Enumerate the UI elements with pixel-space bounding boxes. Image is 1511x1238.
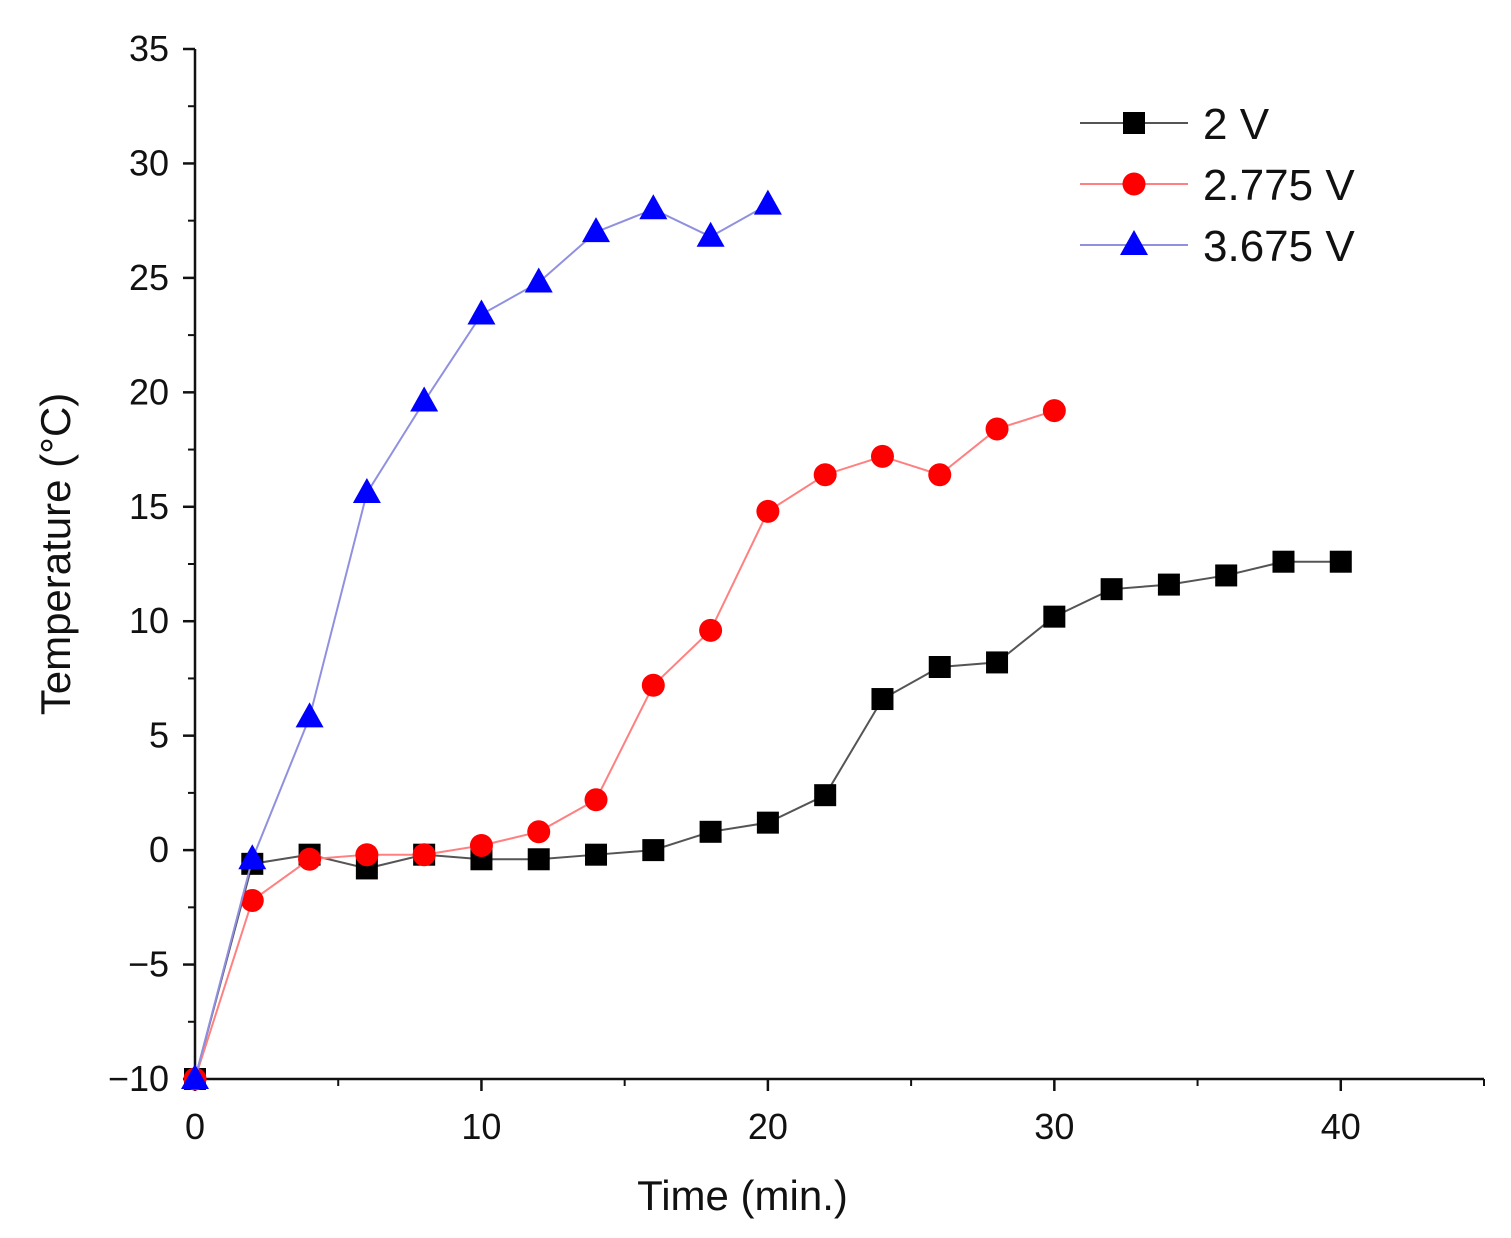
data-point bbox=[699, 820, 722, 843]
y-tick-label: 10 bbox=[129, 600, 169, 641]
x-tick-label: 40 bbox=[1321, 1106, 1361, 1147]
data-point bbox=[298, 847, 322, 871]
legend-item: 3.675 V bbox=[1080, 222, 1355, 271]
data-point bbox=[986, 651, 1009, 674]
data-point bbox=[352, 478, 381, 504]
data-point bbox=[181, 1064, 209, 1089]
data-point bbox=[753, 189, 782, 215]
y-tick-label: 30 bbox=[129, 142, 169, 183]
series-line bbox=[194, 409, 1055, 1080]
data-point bbox=[985, 417, 1009, 441]
x-axis-title: Time (min.) bbox=[637, 1172, 848, 1219]
data-point bbox=[756, 499, 780, 523]
y-tick-label: −5 bbox=[128, 944, 169, 985]
data-point bbox=[814, 784, 837, 807]
data-point bbox=[412, 843, 436, 867]
data-point bbox=[240, 888, 264, 912]
plot-area bbox=[181, 189, 1352, 1091]
data-point bbox=[696, 221, 725, 247]
y-tick-label: 15 bbox=[129, 486, 169, 527]
data-point bbox=[870, 444, 894, 468]
data-point bbox=[642, 839, 665, 862]
data-point bbox=[410, 386, 439, 412]
data-point bbox=[524, 267, 553, 293]
data-point bbox=[641, 673, 665, 697]
data-point bbox=[238, 844, 267, 870]
legend-item: 2 V bbox=[1080, 100, 1270, 149]
data-point bbox=[1042, 399, 1066, 423]
legend-item: 2.775 V bbox=[1080, 161, 1355, 210]
data-point bbox=[1272, 550, 1295, 573]
legend-marker bbox=[1120, 230, 1148, 255]
legend-label: 2 V bbox=[1203, 100, 1270, 149]
x-tick-label: 10 bbox=[461, 1106, 501, 1147]
y-axis-title: Temperature (°C) bbox=[32, 393, 79, 716]
y-tick-label: 5 bbox=[149, 715, 169, 756]
legend-marker bbox=[1122, 172, 1146, 196]
legend-label: 3.675 V bbox=[1203, 222, 1355, 271]
data-point bbox=[1100, 578, 1123, 601]
series-2 bbox=[183, 399, 1066, 1091]
data-point bbox=[871, 688, 894, 711]
data-point bbox=[928, 656, 951, 678]
y-tick-label: −10 bbox=[108, 1058, 169, 1099]
data-point bbox=[699, 618, 723, 642]
data-point bbox=[355, 843, 379, 867]
data-point bbox=[813, 463, 837, 487]
data-point bbox=[582, 217, 611, 243]
data-point bbox=[1329, 550, 1352, 573]
data-point bbox=[1043, 605, 1066, 628]
legend-label: 2.775 V bbox=[1203, 161, 1355, 210]
y-tick-label: 20 bbox=[129, 371, 169, 412]
data-point bbox=[639, 194, 668, 220]
data-point bbox=[584, 788, 608, 812]
x-tick-label: 30 bbox=[1034, 1106, 1074, 1147]
x-tick-label: 0 bbox=[185, 1106, 205, 1147]
data-point bbox=[527, 848, 550, 871]
data-point bbox=[469, 834, 493, 858]
data-point bbox=[1215, 564, 1238, 587]
data-point bbox=[756, 811, 779, 834]
series-3 bbox=[181, 189, 782, 1089]
series-1 bbox=[184, 550, 1352, 1090]
y-tick-label: 35 bbox=[129, 28, 169, 69]
axes: −10 −5 0 5 10 15 20 25 30 35 0 10 20 30 40 bbox=[108, 28, 1485, 1147]
data-point bbox=[1157, 573, 1180, 596]
data-point bbox=[585, 843, 608, 866]
legend: 2 V 2.775 V 3.675 V bbox=[1080, 100, 1355, 271]
y-tick-label: 0 bbox=[149, 829, 169, 870]
legend-marker bbox=[1123, 112, 1145, 134]
y-tick-label: 25 bbox=[129, 257, 169, 298]
data-point bbox=[295, 702, 324, 728]
series-line bbox=[194, 203, 769, 1080]
data-point bbox=[527, 820, 551, 844]
x-tick-label: 20 bbox=[748, 1106, 788, 1147]
data-point bbox=[467, 299, 496, 325]
data-point bbox=[928, 463, 952, 487]
